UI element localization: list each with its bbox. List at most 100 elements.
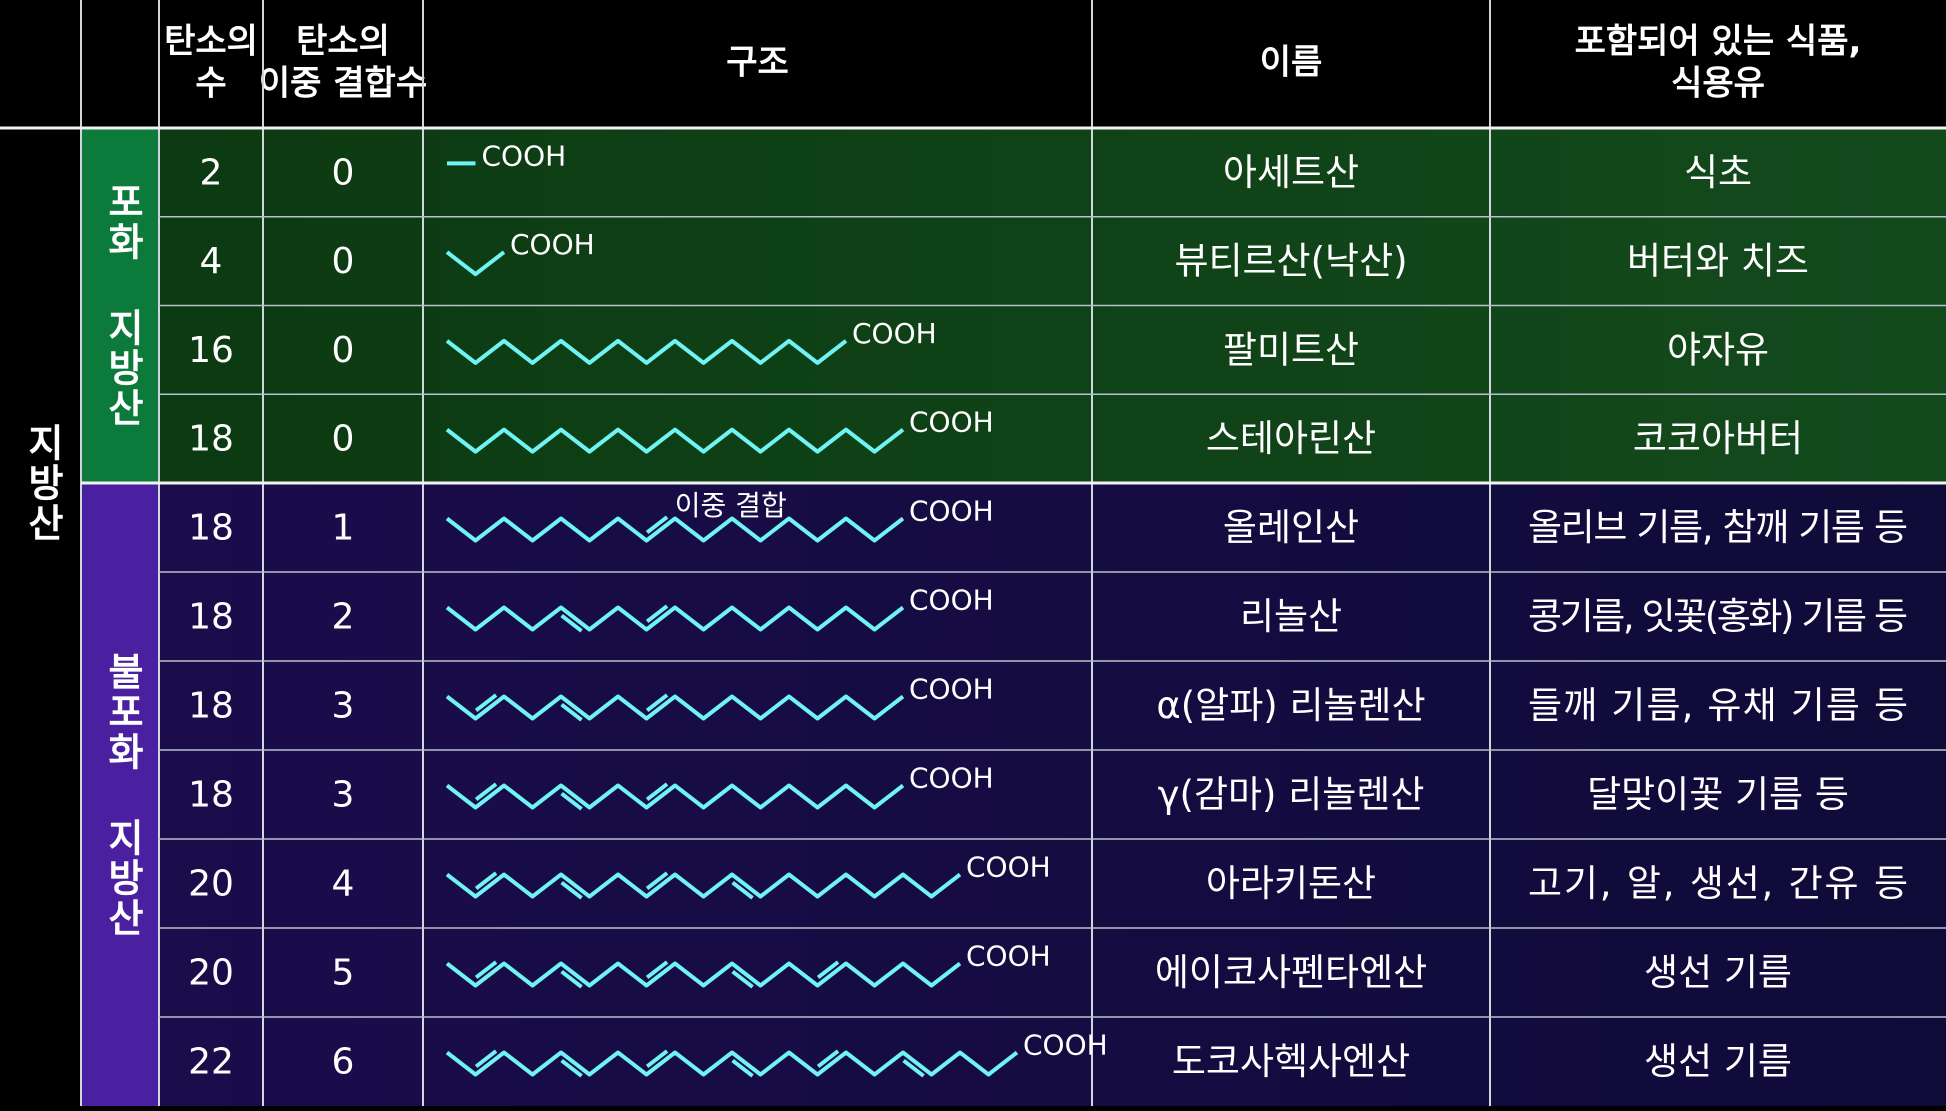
carboxyl-label: COOH bbox=[909, 673, 994, 706]
header-cell: 탄소의 bbox=[164, 22, 258, 62]
header-cell: 탄소의 bbox=[296, 22, 390, 62]
carbon-count: 20 bbox=[188, 864, 234, 905]
food-source: 버터와 치즈 bbox=[1627, 240, 1809, 283]
double-bond bbox=[474, 693, 498, 713]
double-bond bbox=[645, 515, 669, 535]
carbon-count: 18 bbox=[188, 775, 234, 816]
double-bond bbox=[645, 960, 669, 980]
double-bond-count: 0 bbox=[332, 330, 355, 371]
acid-name: 뷰티르산(낙산) bbox=[1174, 240, 1407, 283]
food-source: 콩기름, 잇꽃(홍화) 기름 등 bbox=[1528, 595, 1908, 638]
double-bond bbox=[645, 871, 669, 891]
chain bbox=[445, 1050, 1019, 1077]
acid-name: 아라키돈산 bbox=[1206, 862, 1376, 905]
carboxyl-label: COOH bbox=[966, 851, 1051, 884]
annotation: 이중 결합 bbox=[675, 489, 787, 522]
acid-name: 도코사헥사엔산 bbox=[1172, 1040, 1410, 1083]
acid-name: 아세트산 bbox=[1223, 151, 1359, 194]
food-source: 야자유 bbox=[1667, 328, 1769, 371]
food-source: 생선 기름 bbox=[1644, 951, 1792, 994]
carboxyl-label: COOH bbox=[852, 317, 937, 350]
header-cell: 수 bbox=[195, 64, 226, 104]
chain bbox=[445, 338, 848, 365]
header-cell: 식용유 bbox=[1671, 64, 1765, 104]
chain bbox=[445, 694, 905, 721]
carbon-count: 22 bbox=[188, 1042, 234, 1083]
double-bond-count: 1 bbox=[332, 508, 355, 549]
double-bond bbox=[645, 1049, 669, 1069]
carbon-count: 18 bbox=[188, 597, 234, 638]
food-source: 들깨 기름, 유채 기름 등 bbox=[1528, 684, 1908, 727]
food-source: 달맞이꽃 기름 등 bbox=[1587, 773, 1849, 816]
carboxyl-label: COOH bbox=[966, 940, 1051, 973]
double-bond bbox=[902, 1058, 925, 1078]
double-bond bbox=[560, 880, 583, 900]
double-bond bbox=[731, 880, 754, 900]
header-cell: 구조 bbox=[726, 43, 789, 83]
double-bond bbox=[474, 871, 498, 891]
carboxyl-label: COOH bbox=[1023, 1029, 1108, 1062]
header-cell: 이름 bbox=[1260, 43, 1323, 83]
food-source: 코코아버터 bbox=[1633, 417, 1803, 460]
carbon-count: 18 bbox=[188, 686, 234, 727]
acid-name: 스테아린산 bbox=[1206, 417, 1376, 460]
carboxyl-label: COOH bbox=[909, 584, 994, 617]
carbon-count: 18 bbox=[188, 508, 234, 549]
carbon-count: 16 bbox=[188, 330, 234, 371]
unsaturated-group-bg bbox=[81, 483, 159, 1106]
group-label: 불포화 지방산 bbox=[101, 652, 145, 938]
food-source: 고기, 알, 생선, 간유 등 bbox=[1528, 862, 1908, 905]
header-cell: 이중 결합수 bbox=[259, 64, 427, 104]
acid-name: 리놀산 bbox=[1240, 595, 1342, 638]
chain bbox=[445, 961, 962, 988]
carbon-count: 2 bbox=[200, 152, 223, 193]
carboxyl-label: COOH bbox=[482, 139, 567, 172]
double-bond bbox=[645, 604, 669, 624]
double-bond bbox=[560, 1058, 583, 1078]
double-bond bbox=[560, 613, 583, 633]
group-label: 포화 지방산 bbox=[101, 182, 145, 428]
saturated-group-bg bbox=[81, 128, 159, 483]
carbon-count: 20 bbox=[188, 953, 234, 994]
double-bond-count: 4 bbox=[332, 864, 355, 905]
acid-name: 팔미트산 bbox=[1223, 328, 1359, 371]
double-bond-count: 2 bbox=[332, 597, 355, 638]
double-bond bbox=[474, 1049, 498, 1069]
carbon-count: 18 bbox=[188, 419, 234, 460]
acid-name: 에이코사펜타엔산 bbox=[1155, 951, 1427, 994]
food-source: 올리브 기름, 참깨 기름 등 bbox=[1528, 506, 1908, 549]
double-bond-count: 0 bbox=[332, 241, 355, 282]
double-bond-count: 3 bbox=[332, 686, 355, 727]
food-source: 생선 기름 bbox=[1644, 1040, 1792, 1083]
chain bbox=[445, 783, 905, 810]
double-bond-count: 0 bbox=[332, 419, 355, 460]
chain bbox=[445, 250, 506, 277]
double-bond-count: 5 bbox=[332, 953, 355, 994]
chain bbox=[445, 605, 905, 632]
double-bond bbox=[816, 960, 840, 980]
double-bond bbox=[560, 969, 583, 989]
food-source: 식초 bbox=[1684, 151, 1752, 194]
double-bond bbox=[731, 969, 754, 989]
group-label: 지방산 bbox=[21, 423, 65, 543]
acid-name: α(알파) 리놀렌산 bbox=[1156, 684, 1425, 727]
double-bond bbox=[560, 791, 583, 811]
double-bond-count: 3 bbox=[332, 775, 355, 816]
header-cell: 포함되어 있는 식품, bbox=[1575, 22, 1862, 62]
carboxyl-label: COOH bbox=[510, 228, 595, 261]
double-bond bbox=[731, 1058, 754, 1078]
double-bond bbox=[474, 960, 498, 980]
double-bond-count: 0 bbox=[332, 152, 355, 193]
double-bond bbox=[560, 702, 583, 722]
chain bbox=[445, 427, 905, 454]
double-bond bbox=[474, 782, 498, 802]
carbon-count: 4 bbox=[200, 241, 223, 282]
double-bond-count: 6 bbox=[332, 1042, 355, 1083]
carboxyl-label: COOH bbox=[909, 495, 994, 528]
carboxyl-label: COOH bbox=[909, 762, 994, 795]
double-bond bbox=[816, 1049, 840, 1069]
chain bbox=[445, 872, 962, 899]
acid-name: γ(감마) 리놀렌산 bbox=[1158, 773, 1425, 816]
